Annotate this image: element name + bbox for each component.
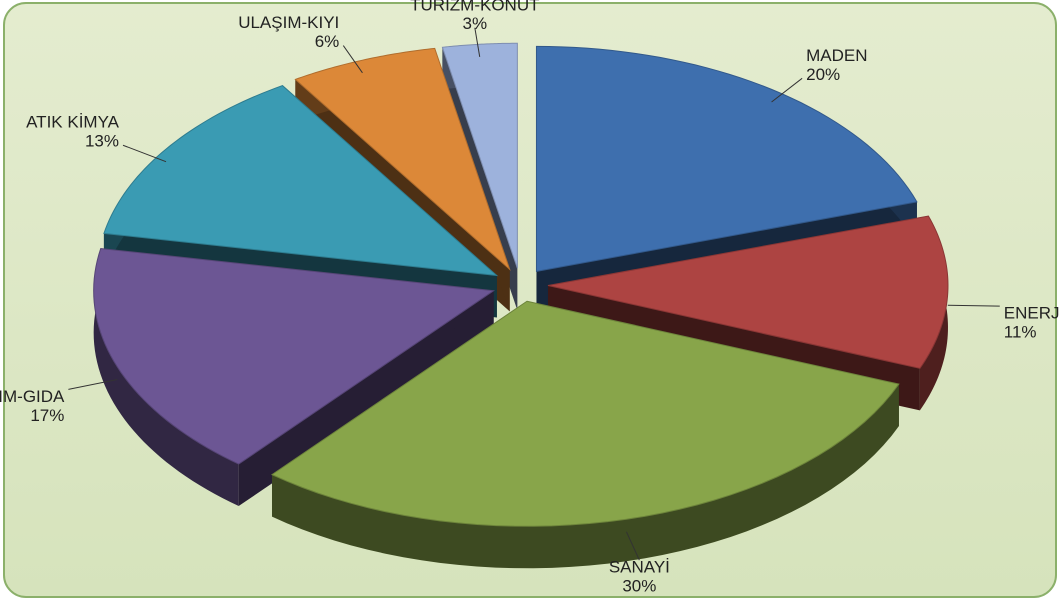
slice-label: TARIM-GIDA <box>0 387 65 406</box>
slice-label: MADEN <box>806 46 867 65</box>
slice-side <box>238 290 494 507</box>
slice-value-label: 11% <box>1004 323 1037 342</box>
slice-label: TURİZM-KONUT <box>410 0 539 14</box>
slice-value-label: 13% <box>85 132 119 151</box>
slice-side <box>271 384 899 569</box>
leader-line <box>122 144 167 163</box>
leader-line <box>947 304 1000 307</box>
slice-label: SANAYİ <box>609 558 670 577</box>
leader-line <box>625 531 640 561</box>
leader-line <box>68 379 118 390</box>
pie-slice <box>294 47 511 272</box>
slice-label: ULAŞIM-KIYI <box>238 13 339 32</box>
pie-slice <box>441 42 518 269</box>
leader-line <box>342 45 363 74</box>
leader-line <box>771 77 803 103</box>
pie-slice <box>93 247 496 465</box>
leader-line <box>474 27 481 57</box>
slice-value-label: 6% <box>315 32 340 51</box>
slice-value-label: 17% <box>30 406 64 425</box>
slice-side <box>93 248 239 507</box>
pie-slice <box>270 300 900 527</box>
slice-label: ATIK KİMYA <box>26 113 120 132</box>
slice-value-label: 3% <box>463 14 488 33</box>
pie-slice <box>547 215 949 369</box>
slice-value-label: 30% <box>622 577 656 596</box>
pie-slice <box>535 45 918 273</box>
slice-label: ENERJİ <box>1004 304 1060 323</box>
pie-slice <box>103 85 499 277</box>
slice-value-label: 20% <box>806 65 840 84</box>
